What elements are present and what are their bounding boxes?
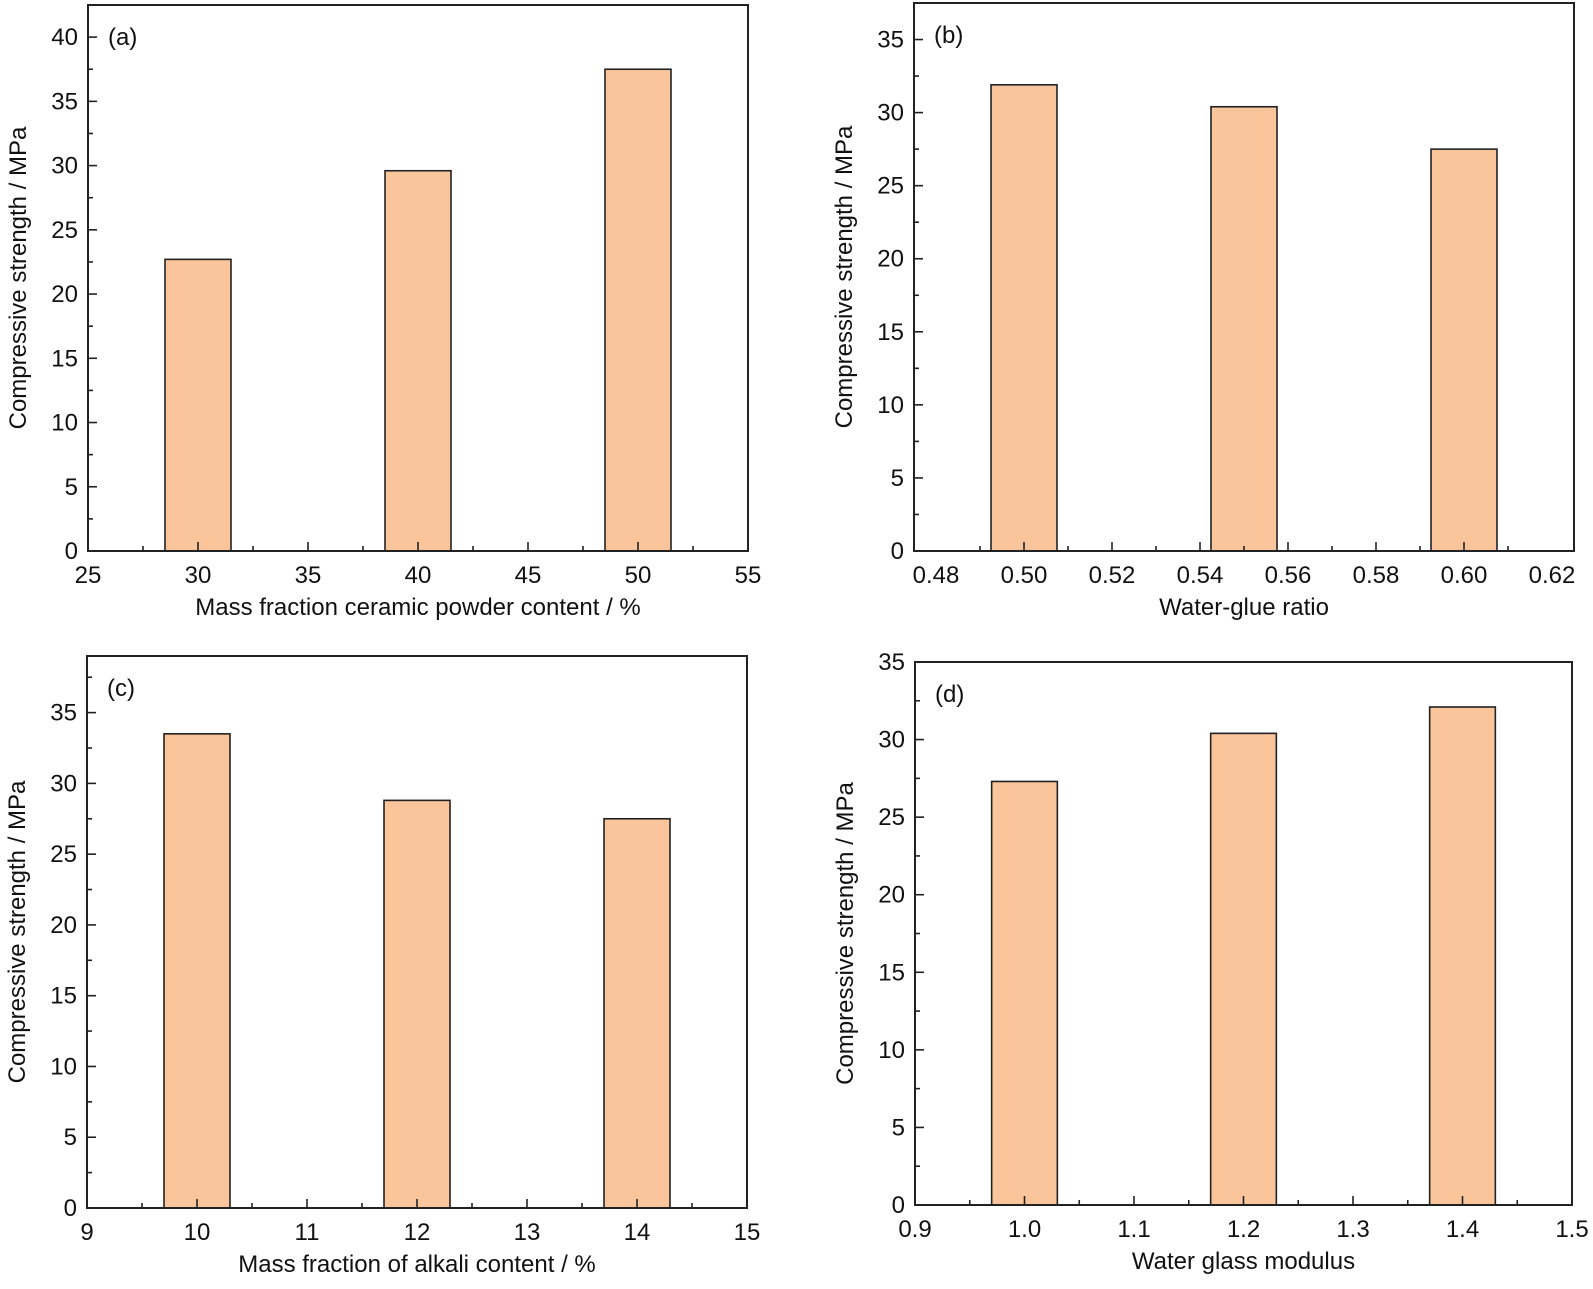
y-tick-label: 30 [50,770,77,797]
x-tick-label: 25 [75,562,102,589]
chart-panel-a: 0 5 10 15 20 25 30 35 40 25 30 35 40 45 50 55 Mass fract… [5,4,762,621]
y-tick-label: 25 [878,804,905,831]
y-tick-label: 40 [51,24,78,51]
y-tick-label: 25 [50,841,77,868]
x-tick-label: 0.62 [1529,562,1576,589]
bar-10 [163,733,231,1209]
x-tick-label: 0.52 [1089,562,1136,589]
x-tick-label: 1.1 [1117,1216,1150,1243]
y-tick-label: 35 [878,649,905,676]
x-tick-label: 0.9 [898,1216,931,1243]
chart-panel-b: 0 5 10 15 20 25 30 35 0.48 0.50 0.52 0.54 0.56 0.58 0.… [831,2,1576,621]
y-tick-label: 10 [877,392,904,419]
y-tick-label: 5 [65,474,78,501]
y-tick-label: 15 [878,959,905,986]
y-tick-label: 0 [65,538,78,565]
bar-0.5 [990,84,1058,552]
panel-label: (d) [935,681,964,708]
bar-0.55 [1210,105,1278,552]
y-tick-label: 10 [878,1037,905,1064]
x-tick-label: 9 [80,1219,93,1246]
x-tick-label: 13 [514,1219,541,1246]
panel-label: (b) [934,22,963,49]
y-tick-label: 15 [51,345,78,372]
x-tick-label: 0.48 [913,562,960,589]
y-tick-label: 20 [877,246,904,273]
y-tick-label: 20 [51,281,78,308]
x-tick-label: 50 [625,562,652,589]
y-tick-label: 25 [877,173,904,200]
y-tick-label: 10 [51,410,78,437]
chart-panel-d: 0 5 10 15 20 25 30 35 0.9 1.0 1.1 1.2 1.3 1.4 1.5 Water… [832,649,1589,1275]
x-tick-label: 10 [184,1219,211,1246]
panel-label: (c) [107,675,135,702]
y-tick-label: 5 [892,1114,905,1141]
y-tick-label: 15 [50,983,77,1010]
x-tick-label: 1.2 [1227,1216,1260,1243]
y-tick-label: 0 [892,1192,905,1219]
x-tick-label: 11 [295,1219,320,1246]
bar-1.2 [1209,732,1278,1206]
x-tick-label: 40 [405,562,432,589]
y-tick-label: 0 [891,538,904,565]
bar-50 [604,68,672,552]
bar-1 [990,780,1059,1206]
x-tick-label: 0.58 [1353,562,1400,589]
y-tick-label: 5 [64,1124,77,1151]
x-tick-label: 1.3 [1336,1216,1369,1243]
y-tick-label: 30 [877,100,904,127]
x-tick-label: 0.54 [1177,562,1224,589]
x-tick-label: 14 [624,1219,651,1246]
bar-0.6 [1430,148,1498,552]
panel-label: (a) [108,24,137,51]
y-axis-title: Compressive strength / MPa [832,781,859,1084]
y-tick-label: 35 [51,88,78,115]
bar-12 [383,799,451,1209]
x-axis-title: Mass fraction of alkali content / % [238,1251,596,1278]
x-tick-label: 0.50 [1001,562,1048,589]
y-axis-title: Compressive strength / MPa [5,126,32,429]
bar-1.4 [1428,706,1497,1206]
bar-14 [603,817,671,1209]
x-tick-label: 1.4 [1446,1216,1479,1243]
chart-panel-c: 0 5 10 15 20 25 30 35 9 10 11 12 13 14 15 Mass fraction… [4,655,761,1278]
y-tick-label: 15 [877,319,904,346]
x-axis-title: Water-glue ratio [1159,594,1329,621]
y-tick-label: 20 [50,912,77,939]
x-tick-label: 35 [295,562,322,589]
y-tick-label: 35 [877,27,904,54]
x-tick-label: 1.5 [1555,1216,1588,1243]
x-tick-label: 15 [734,1219,761,1246]
y-axis-title: Compressive strength / MPa [831,125,858,428]
x-tick-label: 0.56 [1265,562,1312,589]
y-tick-label: 30 [51,153,78,180]
x-tick-label: 30 [185,562,212,589]
x-tick-label: 12 [404,1219,431,1246]
y-tick-label: 0 [64,1195,77,1222]
y-tick-label: 20 [878,882,905,909]
bar-40 [384,169,452,552]
x-axis-title: Water glass modulus [1132,1248,1355,1275]
y-tick-label: 30 [878,727,905,754]
y-tick-label: 5 [891,465,904,492]
bar-30 [164,258,232,552]
x-tick-label: 0.60 [1441,562,1488,589]
x-tick-label: 1.0 [1008,1216,1041,1243]
y-tick-label: 35 [50,700,77,727]
y-axis-title: Compressive strength / MPa [4,780,31,1083]
x-tick-label: 55 [735,562,762,589]
x-tick-label: 45 [515,562,542,589]
x-axis-title: Mass fraction ceramic powder content / % [195,594,641,621]
y-tick-label: 10 [50,1053,77,1080]
y-tick-label: 25 [51,217,78,244]
